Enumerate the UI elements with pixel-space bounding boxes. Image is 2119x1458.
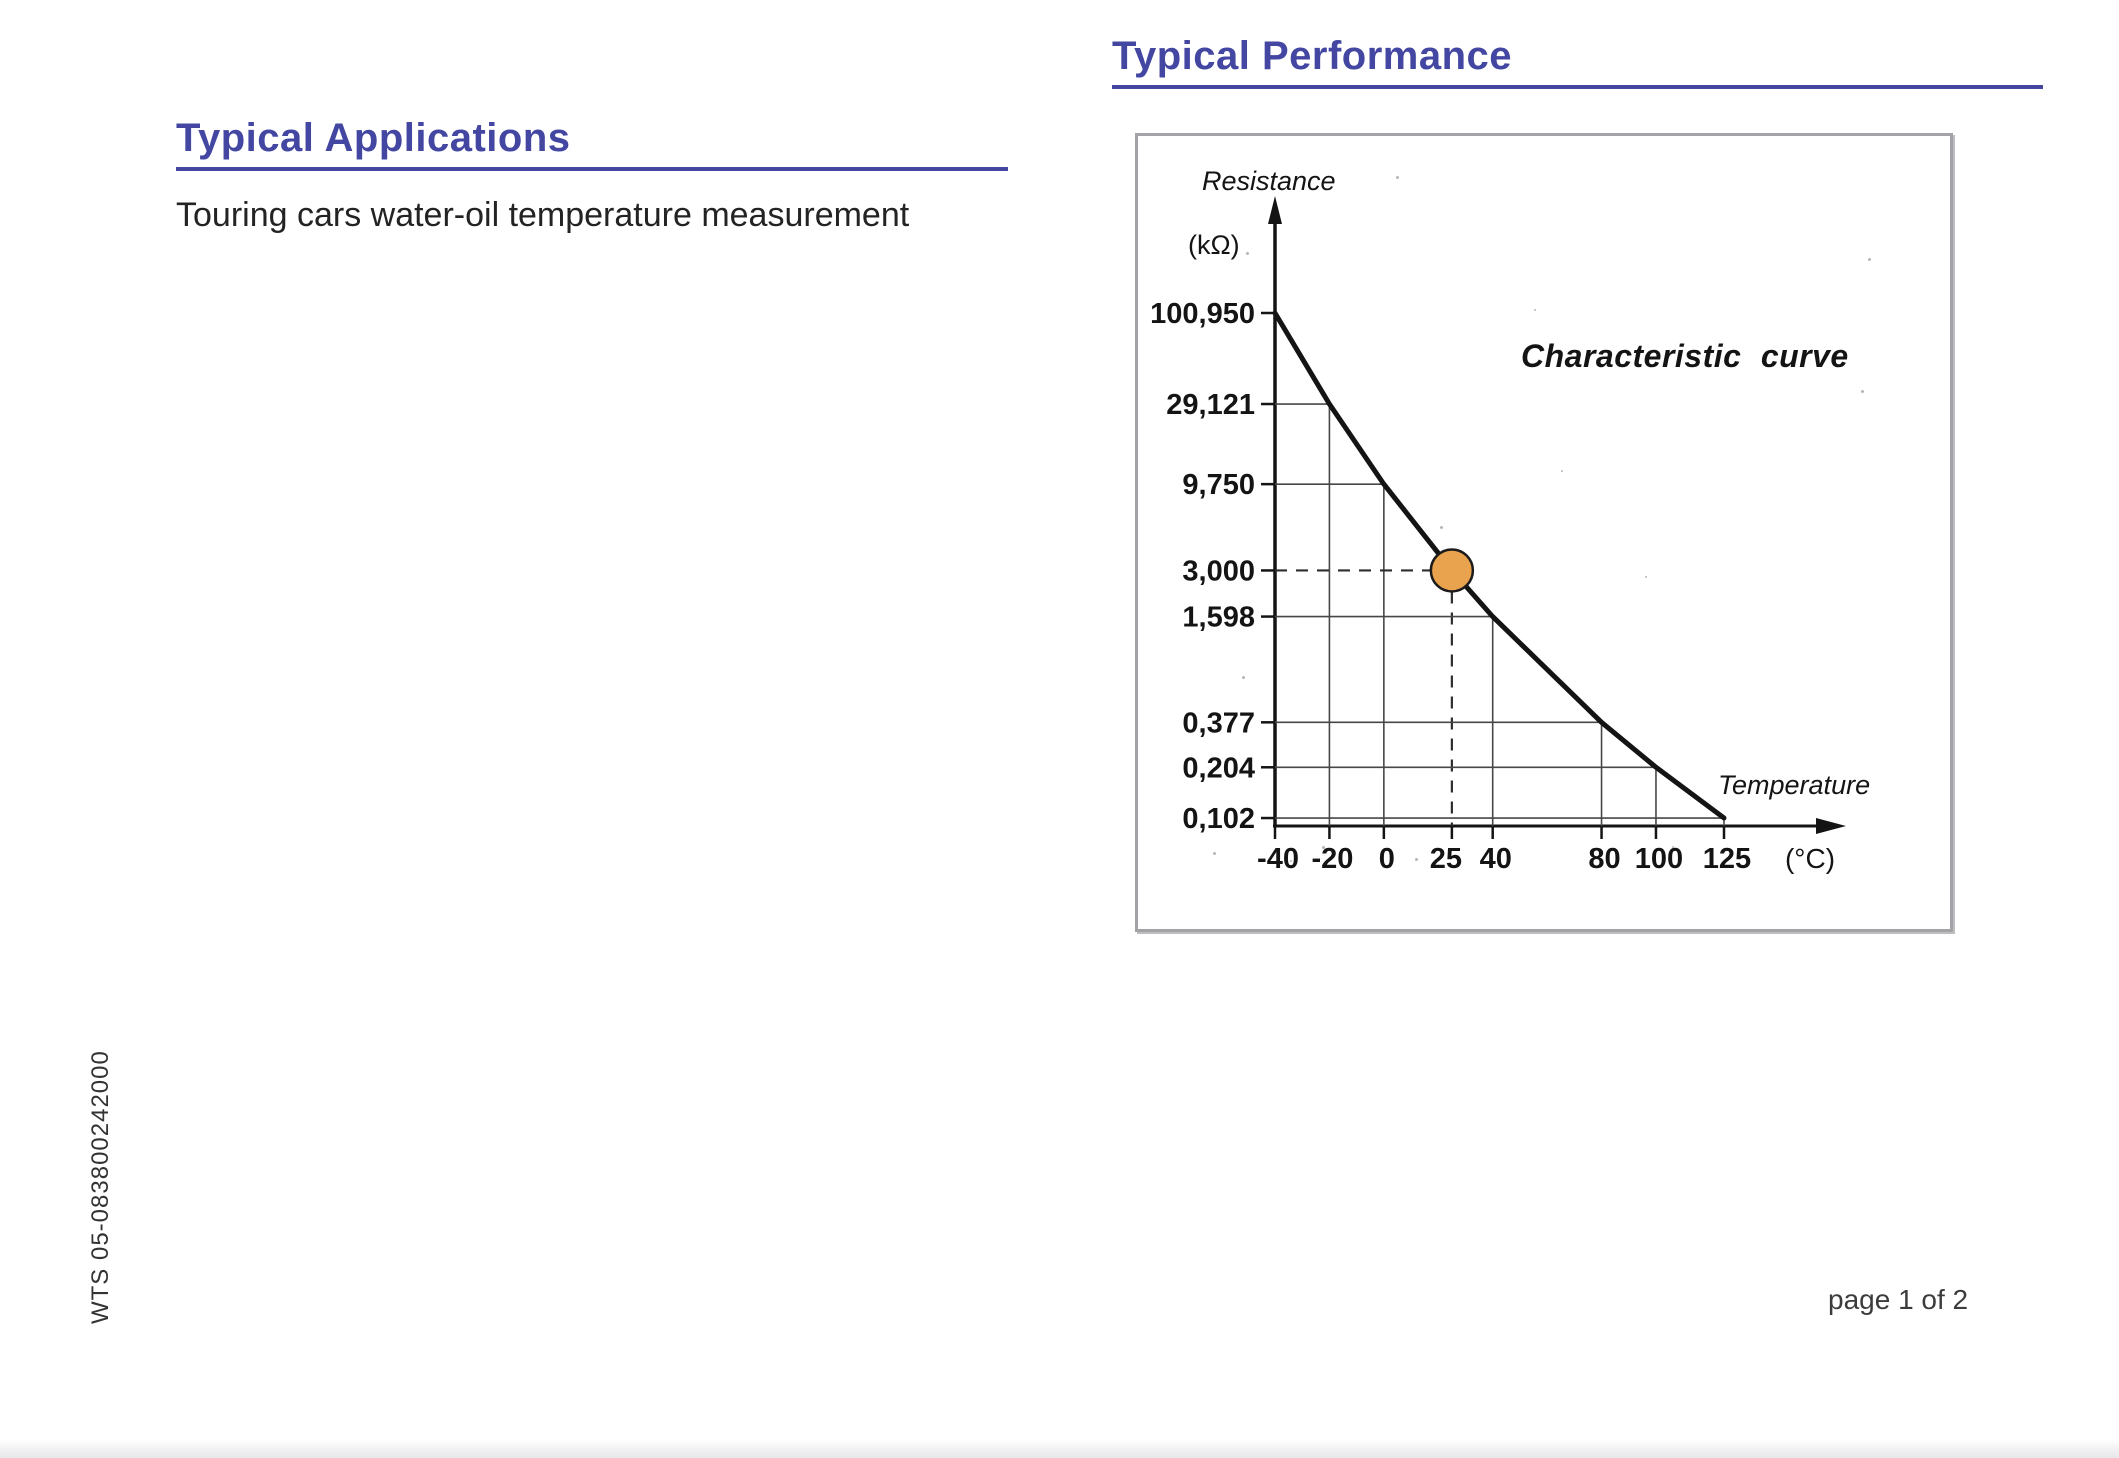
scan-speck xyxy=(1534,309,1536,311)
scan-speck xyxy=(1396,176,1399,179)
page-number: page 1 of 2 xyxy=(1828,1284,1969,1315)
scan-speck xyxy=(1672,846,1674,848)
scan-speck xyxy=(1322,846,1325,849)
document-number-vertical: WTS 05-083800242000 xyxy=(87,1050,114,1324)
x-axis-arrowhead-icon xyxy=(1816,818,1846,834)
y-tick-label: 3,000 xyxy=(1182,555,1255,587)
typical-applications-section: Typical Applications xyxy=(176,116,1008,171)
y-tick-label: 0,377 xyxy=(1182,707,1255,739)
chart-svg: 100,950 -40 29,121 -20 9,750 0 3,000 25 1,598 40 0… xyxy=(1150,196,1846,875)
scan-speck xyxy=(1440,526,1443,529)
y-axis-unit: (kΩ) xyxy=(1188,230,1240,260)
scan-speck xyxy=(1861,390,1864,393)
x-tick-label: -20 xyxy=(1311,843,1353,875)
characteristic-curve-chart: 100,950 -40 29,121 -20 9,750 0 3,000 25 1,598 40 0… xyxy=(1135,133,1953,932)
chart-title: Characteristic curve xyxy=(1521,338,1849,374)
typical-applications-body: Touring cars water-oil temperature measu… xyxy=(176,196,910,234)
y-tick-label: 1,598 xyxy=(1182,602,1255,634)
typical-applications-title: Typical Applications xyxy=(176,116,1008,171)
scan-speck xyxy=(1290,860,1292,862)
x-axis-title: Temperature xyxy=(1718,770,1871,800)
x-tick-label: 25 xyxy=(1430,843,1462,875)
scan-speck xyxy=(1246,252,1249,255)
x-tick-label: -40 xyxy=(1257,843,1299,875)
typical-performance-section: Typical Performance xyxy=(1112,34,2043,89)
characteristic-curve-path xyxy=(1272,310,1727,821)
typical-performance-title: Typical Performance xyxy=(1112,34,2043,89)
y-tick-label: 0,102 xyxy=(1182,803,1255,835)
x-tick-label: 40 xyxy=(1480,843,1512,875)
highlight-marker xyxy=(1429,548,1475,593)
x-tick-label: 125 xyxy=(1703,843,1751,875)
page-edge-strip xyxy=(0,1440,2119,1458)
scan-speck xyxy=(1415,858,1418,861)
scan-speck xyxy=(1561,470,1563,472)
x-axis-unit: (°C) xyxy=(1785,843,1835,874)
x-tick-label: 80 xyxy=(1588,843,1620,875)
y-tick-label: 0,204 xyxy=(1182,752,1255,784)
scan-speck xyxy=(1242,676,1245,679)
x-tick-label: 0 xyxy=(1379,843,1395,875)
scan-speck xyxy=(1213,852,1216,855)
y-tick-label: 100,950 xyxy=(1150,298,1255,330)
x-tick-label: 100 xyxy=(1635,843,1683,875)
y-tick-label: 9,750 xyxy=(1182,469,1255,501)
y-tick-label: 29,121 xyxy=(1166,389,1255,421)
y-axis-arrowhead-icon xyxy=(1268,196,1282,224)
scan-speck xyxy=(1868,258,1871,261)
y-axis-title: Resistance xyxy=(1202,166,1336,196)
scan-speck xyxy=(1645,576,1647,578)
